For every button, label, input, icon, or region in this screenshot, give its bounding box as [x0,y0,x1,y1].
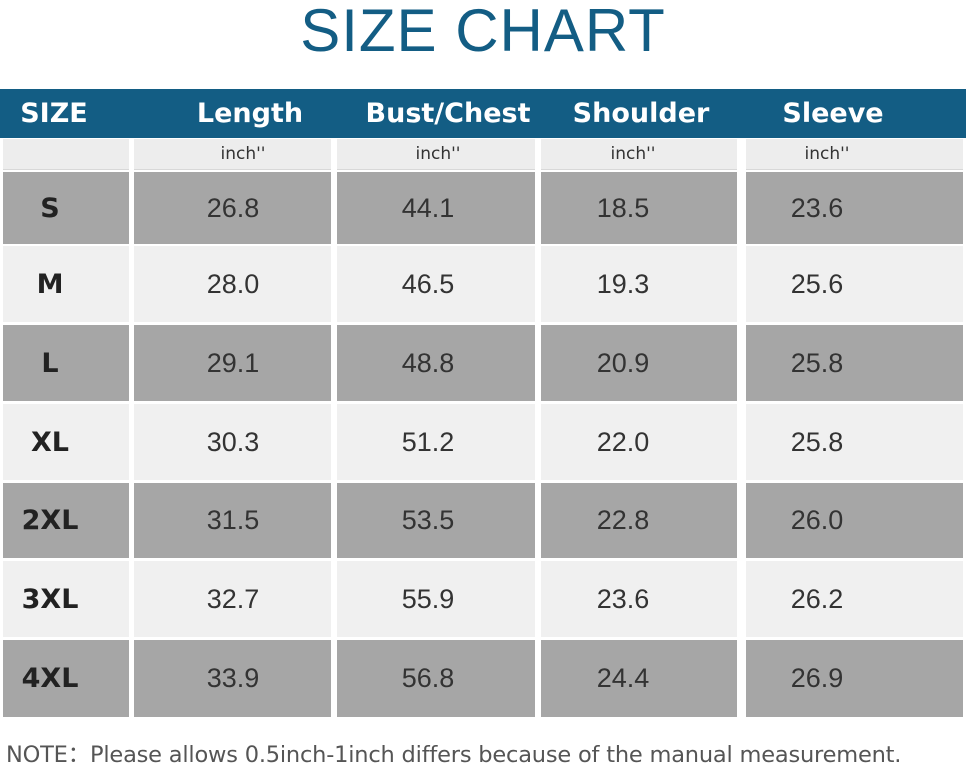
table-cell: 26.9 [746,640,963,717]
table-cell: 46.5 [337,246,535,322]
measurement-value: 23.6 [790,192,844,223]
measurement-value: 20.9 [596,347,650,378]
size-label: 4XL [21,663,79,694]
size-cell: XL [3,404,129,480]
measurement-note: NOTE：Please allows 0.5inch-1inch differs… [6,742,902,768]
table-header [0,89,966,138]
header-col-4: Sleeve [782,98,884,129]
measurement-value: 22.8 [596,505,650,535]
table-cell: 22.8 [541,483,737,558]
measurement-value: 46.5 [401,268,455,299]
measurement-value: 33.9 [206,663,260,693]
table-cell: 48.8 [337,325,535,401]
measurement-value: 29.1 [206,347,260,378]
measurement-value: 55.9 [401,583,455,614]
size-label: XL [30,426,70,458]
measurement-value: 26.8 [206,192,260,223]
measurement-value: 18.5 [596,192,650,223]
table-cell: 18.5 [541,172,737,244]
table-cell: 25.8 [746,325,963,401]
table-cell: 30.3 [134,404,331,480]
size-label: M [36,268,64,300]
size-label: 2XL [21,505,79,536]
table-cell: 33.9 [134,640,331,717]
unit-cell [3,139,129,170]
header-col-1: Length [196,98,304,129]
measurement-value: 26.9 [790,663,844,693]
unit-cell: inch'' [337,139,535,170]
unit-label: inch'' [610,144,656,164]
header-col-3: Shoulder [572,98,710,129]
unit-cell: inch'' [746,139,963,170]
unit-label: inch'' [415,144,461,164]
table-cell: 53.5 [337,483,535,558]
measurement-value: 19.3 [596,268,650,299]
table-cell: 24.4 [541,640,737,717]
measurement-value: 28.0 [206,268,260,299]
size-cell: M [3,246,129,322]
table-cell: 29.1 [134,325,331,401]
page-title: SIZE CHART [300,0,666,64]
measurement-value: 56.8 [401,663,455,693]
measurement-value: 30.3 [206,426,260,457]
size-label: 3XL [21,583,79,615]
table-cell: 26.0 [746,483,963,558]
measurement-value: 24.4 [596,663,650,693]
measurement-value: 32.7 [206,583,260,614]
measurement-value: 26.2 [790,583,844,614]
table-cell: 25.6 [746,246,963,322]
unit-label: inch'' [220,144,266,164]
table-cell: 44.1 [337,172,535,244]
measurement-value: 22.0 [596,426,650,457]
unit-label: inch'' [804,144,850,164]
size-cell: S [3,172,129,244]
table-cell: 31.5 [134,483,331,558]
measurement-value: 25.8 [790,347,844,378]
measurement-value: 48.8 [401,347,455,378]
table-cell: 20.9 [541,325,737,401]
header-size: SIZE [20,98,88,129]
table-cell: 51.2 [337,404,535,480]
table-cell: 19.3 [541,246,737,322]
table-cell: 22.0 [541,404,737,480]
unit-cell: inch'' [134,139,331,170]
measurement-value: 53.5 [401,505,455,535]
size-label: L [41,347,59,379]
size-cell: 2XL [3,483,129,558]
unit-cell: inch'' [541,139,737,170]
size-cell: L [3,325,129,401]
measurement-value: 26.0 [790,505,844,535]
table-cell: 23.6 [746,172,963,244]
table-cell: 56.8 [337,640,535,717]
measurement-value: 31.5 [206,505,260,535]
table-cell: 25.8 [746,404,963,480]
measurement-value: 23.6 [596,583,650,614]
size-label: S [40,192,60,224]
table-cell: 26.8 [134,172,331,244]
table-cell: 23.6 [541,561,737,637]
measurement-value: 44.1 [401,192,455,223]
table-cell: 32.7 [134,561,331,637]
size-cell: 4XL [3,640,129,717]
header-col-2: Bust/Chest [365,98,531,129]
measurement-value: 25.6 [790,268,844,299]
measurement-value: 51.2 [401,426,455,457]
measurement-value: 25.8 [790,426,844,457]
size-cell: 3XL [3,561,129,637]
table-cell: 26.2 [746,561,963,637]
table-cell: 28.0 [134,246,331,322]
table-cell: 55.9 [337,561,535,637]
